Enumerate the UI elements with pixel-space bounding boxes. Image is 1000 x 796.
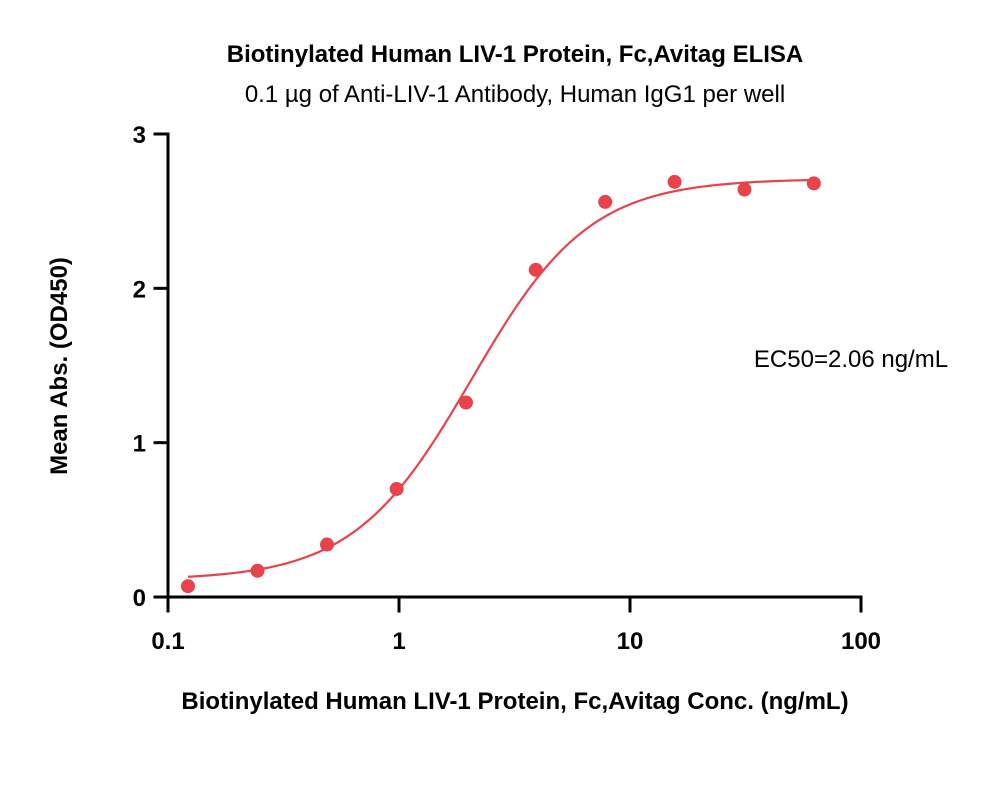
y-tick-label: 3	[133, 122, 146, 149]
y-tick-label: 2	[133, 276, 146, 303]
chart-title: Biotinylated Human LIV-1 Protein, Fc,Avi…	[227, 41, 804, 68]
axes: 0 1 2 3 0.1 1 10 100	[133, 122, 881, 655]
x-tick-label: 0.1	[151, 628, 184, 655]
data-point	[389, 481, 404, 496]
data-points-layer	[180, 174, 821, 594]
x-tick-label: 1	[392, 628, 405, 655]
data-point	[667, 174, 682, 189]
x-axis-label: Biotinylated Human LIV-1 Protein, Fc,Avi…	[181, 688, 848, 715]
chart-subtitle: 0.1 µg of Anti-LIV-1 Antibody, Human IgG…	[245, 81, 785, 108]
data-point	[180, 579, 195, 594]
x-tick-label: 10	[617, 628, 644, 655]
data-point	[598, 194, 613, 209]
data-point	[806, 176, 821, 191]
data-point	[250, 563, 265, 578]
data-point	[528, 262, 543, 277]
fit-curve-layer	[187, 178, 814, 578]
x-tick-label: 100	[841, 628, 881, 655]
data-point	[458, 395, 473, 410]
data-point	[320, 537, 335, 552]
fit-curve	[187, 178, 814, 578]
y-tick-label: 1	[133, 431, 146, 458]
ec50-annotation: EC50=2.06 ng/mL	[754, 346, 948, 373]
y-axis-label: Mean Abs. (OD450)	[46, 257, 73, 475]
data-point	[737, 182, 752, 197]
y-tick-label: 0	[133, 585, 146, 612]
